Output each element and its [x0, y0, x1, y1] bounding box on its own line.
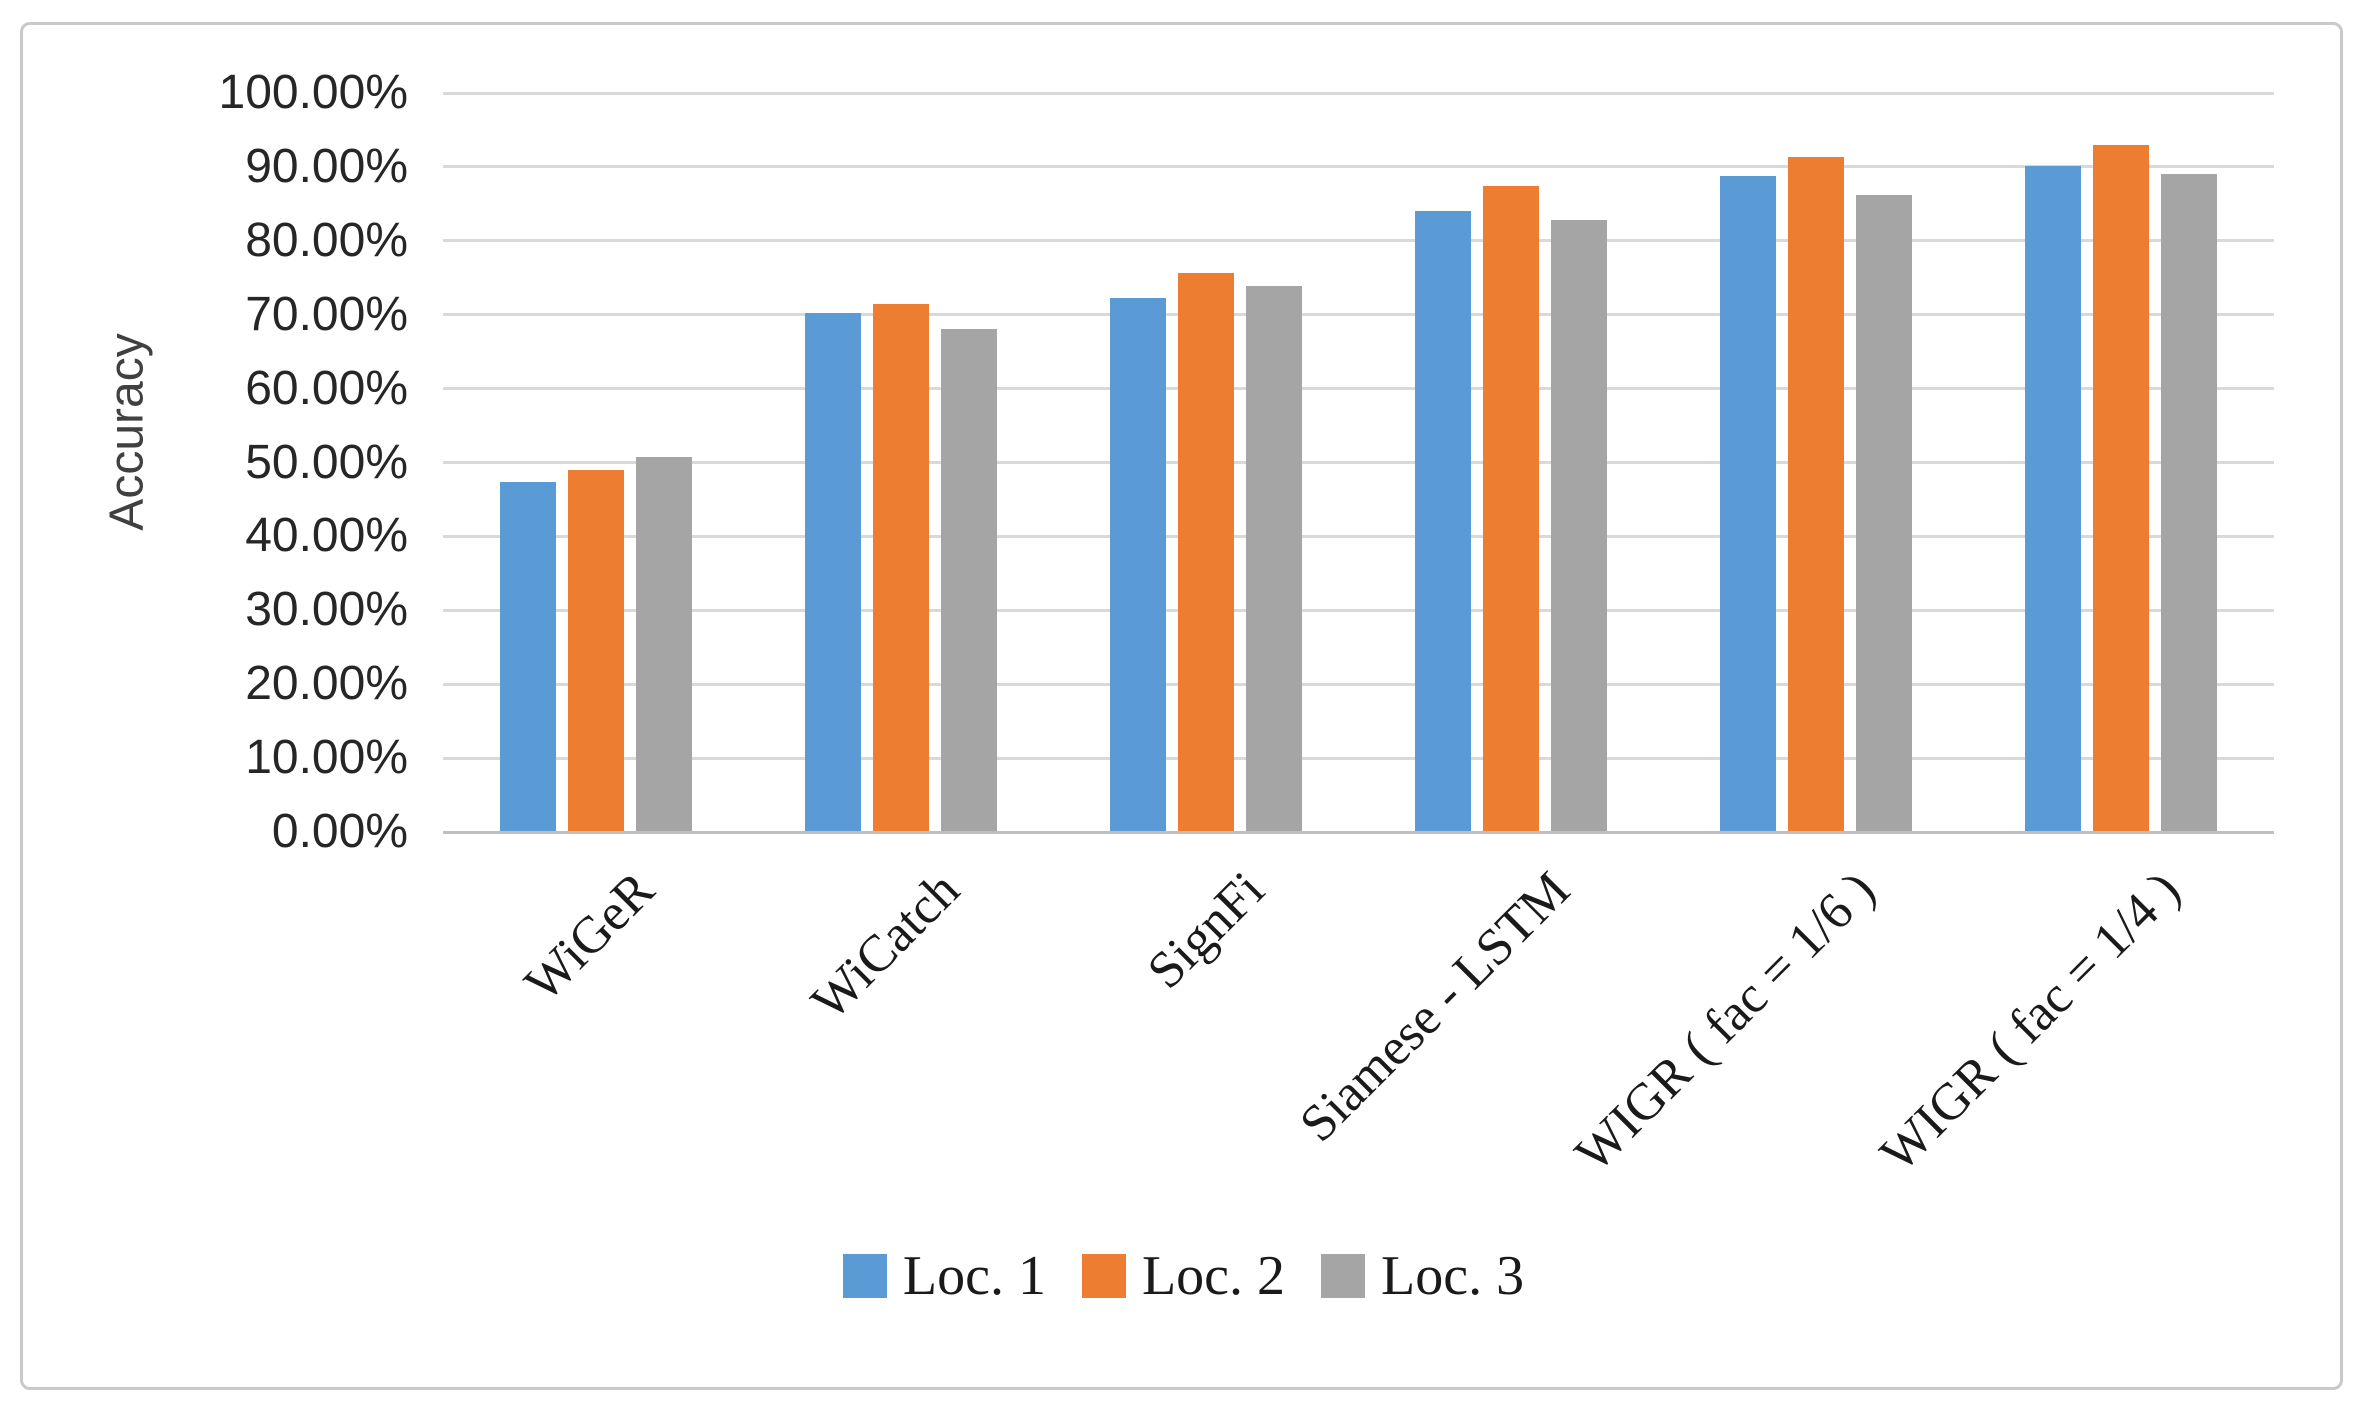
y-tick-label-20: 20.00% — [245, 657, 408, 711]
y-tick-label-30: 30.00% — [245, 583, 408, 637]
bar-loc-1-wicatch — [804, 313, 861, 832]
y-tick-label-50: 50.00% — [245, 435, 408, 489]
bar-loc-3-siamese-lstm — [1551, 220, 1608, 832]
bar-loc-2-wigr-fac-1-4- — [2093, 145, 2150, 832]
y-tick-label-0: 0.00% — [271, 805, 408, 858]
gridline-40 — [443, 534, 2274, 538]
bar-loc-2-signfi — [1177, 273, 1234, 832]
legend-item-0: Loc. 1 — [842, 1245, 1046, 1307]
legend-label-1: Loc. 2 — [1141, 1245, 1286, 1307]
legend-item-1: Loc. 2 — [1081, 1245, 1286, 1307]
gridline-80 — [443, 239, 2274, 243]
y-tick-label-10: 10.00% — [245, 731, 408, 785]
gridline-90 — [443, 165, 2274, 169]
bar-loc-3-wigr-fac-1-4- — [2161, 174, 2218, 832]
bar-loc-3-wigr-fac-1-6- — [1856, 194, 1913, 832]
legend-swatch-2 — [1321, 1254, 1366, 1298]
y-tick-label-40: 40.00% — [245, 509, 408, 563]
bar-loc-2-wicatch — [872, 304, 929, 832]
y-tick-label-70: 70.00% — [245, 287, 408, 341]
gridline-50 — [443, 461, 2274, 464]
bar-loc-3-signfi — [1245, 285, 1302, 832]
gridline-20 — [443, 682, 2274, 686]
bar-loc-3-wicatch — [940, 329, 997, 832]
legend-item-2: Loc. 3 — [1321, 1246, 1524, 1306]
gridline-60 — [443, 387, 2274, 391]
gridline-30 — [443, 608, 2274, 612]
legend-label-2: Loc. 3 — [1381, 1245, 1525, 1307]
bar-loc-1-wiger — [499, 482, 556, 832]
gridline-70 — [443, 313, 2274, 317]
y-tick-label-90: 90.00% — [245, 139, 408, 193]
legend-swatch-0 — [842, 1254, 887, 1298]
legend-swatch-1 — [1081, 1254, 1126, 1298]
bar-loc-1-siamese-lstm — [1415, 210, 1472, 832]
bar-loc-2-wiger — [567, 469, 624, 832]
y-tick-label-80: 80.00% — [245, 213, 408, 267]
bar-loc-1-wigr-fac-1-4- — [2025, 166, 2082, 832]
y-tick-label-60: 60.00% — [245, 361, 408, 415]
legend: Loc. 1 Loc. 2 Loc. 3 — [0, 1246, 2367, 1306]
legend-label-0: Loc. 1 — [902, 1245, 1046, 1307]
y-tick-label-100: 100.00% — [218, 66, 409, 119]
bar-loc-2-siamese-lstm — [1483, 186, 1540, 832]
bar-loc-2-wigr-fac-1-6- — [1788, 157, 1845, 832]
gridline-100 — [443, 91, 2274, 95]
x-axis-line — [443, 830, 2274, 834]
bar-loc-1-signfi — [1109, 298, 1166, 832]
bar-loc-3-wiger — [635, 456, 692, 832]
bar-loc-1-wigr-fac-1-6- — [1720, 175, 1777, 832]
gridline-10 — [443, 756, 2274, 760]
